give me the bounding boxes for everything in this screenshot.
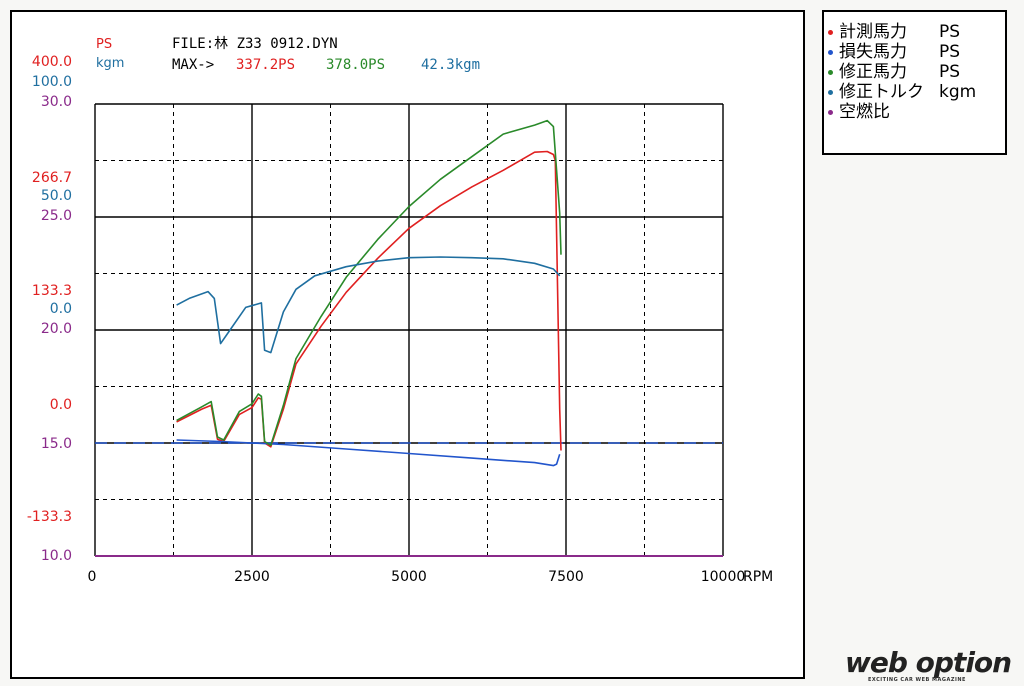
legend: 計測馬力 PS 損失馬力 PS 修正馬力 PS 修正トルク kgm 空燃比 — [822, 10, 1007, 155]
kgm-unit-label: kgm — [96, 56, 124, 71]
legend-item: 損失馬力 PS — [828, 42, 960, 62]
x-tick-label: 0 — [88, 569, 97, 585]
legend-label: 計測馬力 — [839, 22, 907, 42]
chart-header: PS kgm FILE:林 Z33 0912.DYN MAX-> 337.2PS… — [96, 36, 480, 73]
legend-label: 修正トルク — [839, 82, 924, 102]
legend-dot-icon — [828, 49, 833, 55]
x-tick-label: 5000 — [391, 569, 427, 585]
file-label: FILE:林 Z33 0912.DYN — [172, 36, 338, 52]
legend-unit: PS — [939, 22, 961, 42]
series-group — [95, 119, 723, 467]
chart-frame — [10, 10, 805, 679]
series-line-2 — [176, 119, 562, 447]
max-corrected-ps: 378.0PS — [326, 57, 385, 73]
afr-axis-label: 10.0 — [41, 548, 72, 564]
legend-label: 損失馬力 — [839, 42, 907, 62]
ps-axis-label: 400.0 — [32, 54, 72, 70]
legend-dot-icon — [828, 89, 833, 95]
y-axis-labels: 400.0 100.0 30.0 266.7 50.0 25.0 133.3 0.0 20.0 0… — [27, 54, 72, 564]
max-torque: 42.3kgm — [421, 57, 480, 73]
kgm-axis-label: 100.0 — [32, 74, 72, 90]
x-axis-unit: RPM — [743, 569, 773, 585]
legend-item: 計測馬力 PS — [828, 22, 960, 42]
afr-axis-label: 15.0 — [41, 436, 72, 452]
ps-axis-label: 266.7 — [32, 170, 72, 186]
ps-axis-label: 0.0 — [50, 397, 72, 413]
legend-item: 修正馬力 PS — [828, 62, 960, 82]
max-measured-ps: 337.2PS — [236, 57, 295, 73]
afr-axis-label: 30.0 — [41, 94, 72, 110]
ps-axis-label: 133.3 — [32, 283, 72, 299]
x-tick-label: 7500 — [548, 569, 584, 585]
max-label: MAX-> — [172, 57, 214, 73]
legend-dot-icon — [828, 109, 833, 115]
web-option-logo: web option — [845, 646, 1012, 679]
series-line-1 — [176, 439, 561, 467]
ps-unit-label: PS — [96, 37, 112, 52]
series-line-0 — [176, 150, 562, 451]
legend-unit: PS — [939, 62, 961, 82]
legend-label: 修正馬力 — [839, 62, 907, 82]
kgm-axis-label: 0.0 — [50, 301, 72, 317]
x-tick-label: 10000 — [701, 569, 746, 585]
legend-dot-icon — [828, 29, 833, 35]
legend-unit: PS — [939, 42, 961, 62]
logo-subtitle: EXCITING CAR WEB MAGAZINE — [868, 677, 966, 683]
ps-axis-label: -133.3 — [27, 509, 72, 525]
afr-axis-label: 25.0 — [41, 208, 72, 224]
afr-axis-label: 20.0 — [41, 321, 72, 337]
series-line-3 — [176, 256, 561, 354]
legend-unit: kgm — [939, 82, 977, 102]
legend-item: 修正トルク kgm — [828, 82, 976, 102]
legend-item: 空燃比 — [828, 102, 890, 122]
kgm-axis-label: 50.0 — [41, 188, 72, 204]
x-tick-label: 2500 — [234, 569, 270, 585]
legend-label: 空燃比 — [839, 102, 890, 122]
legend-dot-icon — [828, 69, 833, 75]
